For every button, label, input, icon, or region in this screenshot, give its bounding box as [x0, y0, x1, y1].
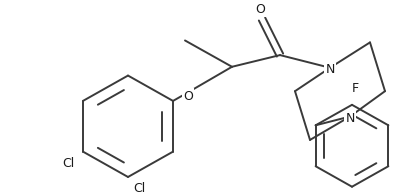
Text: Cl: Cl	[133, 182, 145, 195]
Text: O: O	[183, 90, 193, 103]
Text: F: F	[351, 82, 359, 95]
Text: O: O	[255, 3, 265, 16]
Text: Cl: Cl	[63, 157, 75, 170]
Text: N: N	[325, 63, 335, 76]
Text: N: N	[345, 112, 355, 125]
